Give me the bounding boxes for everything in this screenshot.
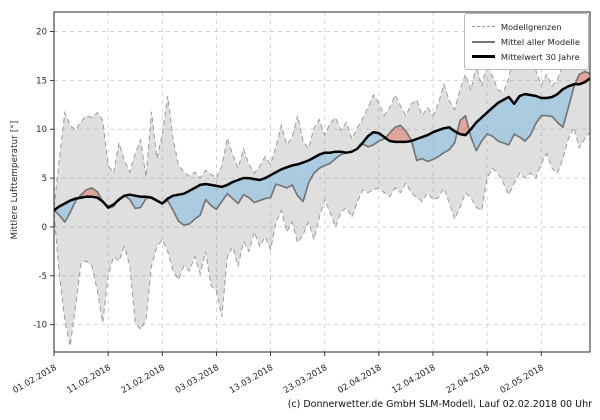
y-tick-label: 15 xyxy=(36,76,47,86)
y-tick-label: -10 xyxy=(33,321,47,331)
y-tick-label: 5 xyxy=(42,174,47,184)
x-tick-label: 03.03.2018 xyxy=(174,363,221,396)
legend-item-climate-mean: Mittelwert 30 Jahre xyxy=(471,49,580,64)
x-tick-label: 11.02.2018 xyxy=(65,363,112,396)
plot-border xyxy=(53,11,591,353)
model-bounds-line-sample xyxy=(471,26,495,27)
model-range-band xyxy=(54,31,590,347)
x-tick-label: 22.04.2018 xyxy=(444,363,491,396)
legend-label-model-mean: Mittel aller Modelle xyxy=(500,36,580,47)
legend-item-model-mean: Mittel aller Modelle xyxy=(471,34,580,49)
x-tick-label: 02.05.2018 xyxy=(499,363,546,396)
x-tick-label: 01.02.2018 xyxy=(11,363,58,396)
legend-label-model-bounds: Modellgrenzen xyxy=(500,21,562,32)
model-lower-bound-line xyxy=(53,125,591,347)
model-upper-bound-line xyxy=(53,30,591,208)
climate-mean-30y-line xyxy=(53,77,591,212)
colder-than-climate-area xyxy=(411,127,458,162)
copyright-caption: (c) Donnerwetter.de GmbH SLM-Modell, Lau… xyxy=(287,399,592,410)
y-tick-label: 0 xyxy=(42,223,47,233)
legend-item-model-bounds: Modellgrenzen xyxy=(471,19,580,34)
axis-ticks xyxy=(50,31,542,356)
y-axis-title: Mittlere Lufttemperatur [°] xyxy=(10,120,20,240)
x-tick-label: 02.04.2018 xyxy=(336,363,383,396)
climate-mean-line-sample xyxy=(471,55,495,58)
warmer-than-climate-area xyxy=(385,125,412,142)
y-tick-label: 10 xyxy=(36,125,47,135)
legend-label-climate-mean: Mittelwert 30 Jahre xyxy=(500,51,580,62)
x-tick-label: 12.04.2018 xyxy=(390,363,437,396)
model-mean-line-sample xyxy=(471,40,495,43)
colder-than-climate-area xyxy=(54,198,78,223)
x-tick-labels: 01.02.2018 11.02.2018 21.02.2018 03.03.2018… xyxy=(11,363,545,396)
x-tick-label: 13.03.2018 xyxy=(228,363,275,396)
colder-than-climate-area xyxy=(469,84,575,151)
chart-legend: Modellgrenzen Mittel aller Modelle Mitte… xyxy=(463,13,589,70)
y-tick-labels: -10 -5 0 5 10 15 20 xyxy=(33,28,47,331)
y-tick-label: 20 xyxy=(36,28,47,38)
x-tick-label: 21.02.2018 xyxy=(120,363,167,396)
model-mean-line xyxy=(53,70,591,226)
y-tick-label: -5 xyxy=(39,272,47,282)
x-tick-label: 23.03.2018 xyxy=(282,363,329,396)
